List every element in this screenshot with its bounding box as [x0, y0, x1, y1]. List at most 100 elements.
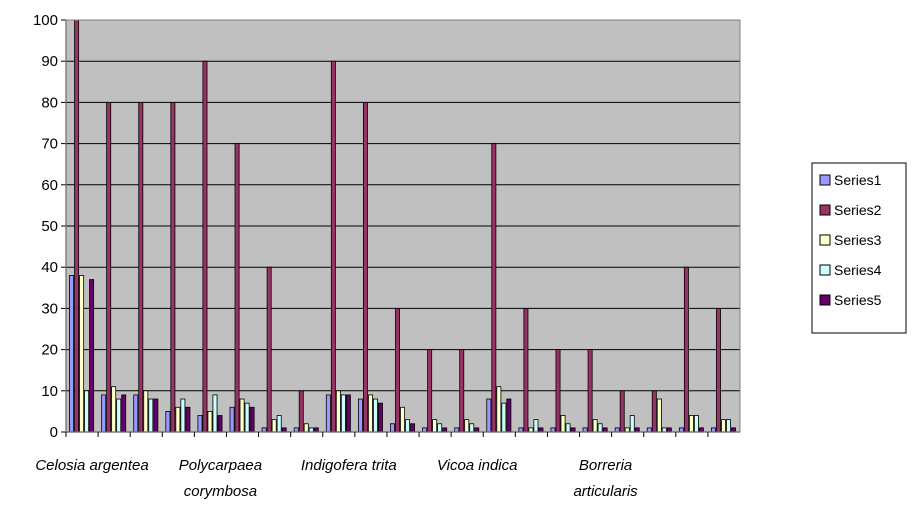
bar-series2-2 — [138, 102, 144, 433]
bar-series1-3 — [165, 410, 171, 433]
bar-series4-16 — [597, 423, 603, 433]
bar-series5-3 — [185, 406, 191, 433]
bar-series3-1 — [111, 386, 117, 433]
bar-series1-19 — [678, 427, 684, 433]
bar-series5-0 — [89, 279, 95, 433]
y-tick-label: 90 — [41, 53, 58, 70]
y-tick-label: 20 — [41, 342, 58, 359]
bar-series2-9 — [362, 102, 368, 433]
bar-series1-12 — [454, 427, 460, 433]
bar-series4-10 — [405, 419, 411, 433]
bar-series5-5 — [249, 406, 255, 433]
bar-series2-11 — [427, 349, 433, 433]
bar-series4-18 — [661, 427, 667, 433]
bar-series3-0 — [79, 275, 85, 433]
y-tick-label: 40 — [41, 259, 58, 276]
bar-series1-15 — [550, 427, 556, 433]
bar-series4-12 — [469, 423, 475, 433]
bar-series1-0 — [69, 275, 75, 433]
bar-series2-17 — [619, 390, 625, 433]
bar-series1-8 — [325, 394, 331, 433]
bar-series2-6 — [266, 266, 272, 433]
x-category-label: Celosia argentea — [35, 457, 148, 474]
bar-series2-12 — [459, 349, 465, 433]
legend-swatch-series4 — [819, 264, 831, 276]
bar-series3-12 — [464, 419, 470, 433]
legend-label-series3: Series3 — [834, 232, 882, 248]
bar-series2-19 — [683, 266, 689, 433]
bar-series4-8 — [340, 394, 346, 433]
bar-series2-5 — [234, 143, 240, 433]
bar-series3-4 — [207, 410, 213, 433]
y-tick-label: 70 — [41, 136, 58, 153]
legend: Series1 Series2 Series3 Series4 Series5 — [811, 162, 907, 334]
bar-series2-10 — [395, 307, 400, 433]
bar-series4-7 — [308, 427, 314, 433]
bar-series3-11 — [432, 419, 438, 433]
y-tick-label: 100 — [33, 12, 58, 29]
bar-series5-13 — [506, 398, 512, 433]
bar-series4-9 — [373, 398, 378, 433]
x-category-label: Borreria — [579, 457, 632, 474]
bar-series2-16 — [587, 349, 593, 433]
bar-series4-20 — [726, 419, 731, 433]
bar-series2-1 — [106, 102, 112, 433]
bar-series3-3 — [175, 406, 181, 433]
bar-series2-7 — [298, 390, 304, 433]
bar-series3-10 — [400, 406, 406, 433]
bar-series5-10 — [410, 423, 416, 433]
x-category-labels: Celosia argentea Polycarpaea corymbosa Indi… — [35, 457, 638, 500]
legend-label-series5: Series5 — [834, 292, 882, 308]
bar-series2-15 — [555, 349, 561, 433]
bar-series5-20 — [731, 427, 736, 433]
bar-series1-4 — [197, 415, 203, 433]
x-category-label: corymbosa — [184, 483, 257, 500]
bar-series2-0 — [74, 19, 80, 433]
legend-swatch-series3 — [819, 234, 831, 246]
legend-label-series4: Series4 — [834, 262, 882, 278]
bar-series3-5 — [239, 398, 245, 433]
bar-series5-8 — [345, 394, 351, 433]
bar-series4-11 — [437, 423, 443, 433]
bar-series1-11 — [422, 427, 428, 433]
bar-series1-20 — [711, 427, 716, 433]
bar-series3-16 — [592, 419, 598, 433]
bar-series4-14 — [533, 419, 539, 433]
bar-series2-14 — [523, 307, 529, 433]
y-tick-label: 80 — [41, 94, 58, 111]
legend-swatch-series2 — [819, 204, 831, 216]
bar-series1-6 — [261, 427, 267, 433]
bar-series3-6 — [271, 419, 277, 433]
bar-series5-14 — [538, 427, 544, 433]
bar-series3-15 — [560, 415, 566, 433]
y-tick-label: 10 — [41, 383, 58, 400]
bar-series1-2 — [133, 394, 139, 433]
bar-series2-4 — [202, 60, 208, 433]
bar-series5-1 — [121, 394, 127, 433]
bar-series2-8 — [330, 60, 336, 433]
bar-series1-13 — [486, 398, 492, 433]
y-tick-label: 50 — [41, 218, 58, 235]
bar-series5-11 — [442, 427, 448, 433]
legend-swatch-series5 — [819, 294, 831, 306]
bar-series5-16 — [602, 427, 608, 433]
bar-series3-17 — [624, 427, 630, 433]
bar-series5-2 — [153, 398, 159, 433]
bar-series2-18 — [651, 390, 657, 433]
x-category-label: Polycarpaea — [179, 457, 262, 474]
bar-series3-18 — [656, 398, 662, 433]
bar-series1-5 — [229, 406, 235, 433]
bar-series1-14 — [518, 427, 524, 433]
bar-series1-16 — [582, 427, 588, 433]
bar-series3-2 — [143, 390, 149, 433]
bar-series5-17 — [634, 427, 640, 433]
bar-series1-1 — [101, 394, 107, 433]
bar-series5-18 — [666, 427, 672, 433]
plot-border — [65, 19, 741, 433]
bar-series4-0 — [84, 390, 90, 433]
axes — [65, 19, 741, 437]
bar-series4-5 — [244, 402, 250, 433]
bar-series4-6 — [276, 415, 282, 433]
bar-series1-7 — [293, 427, 299, 433]
